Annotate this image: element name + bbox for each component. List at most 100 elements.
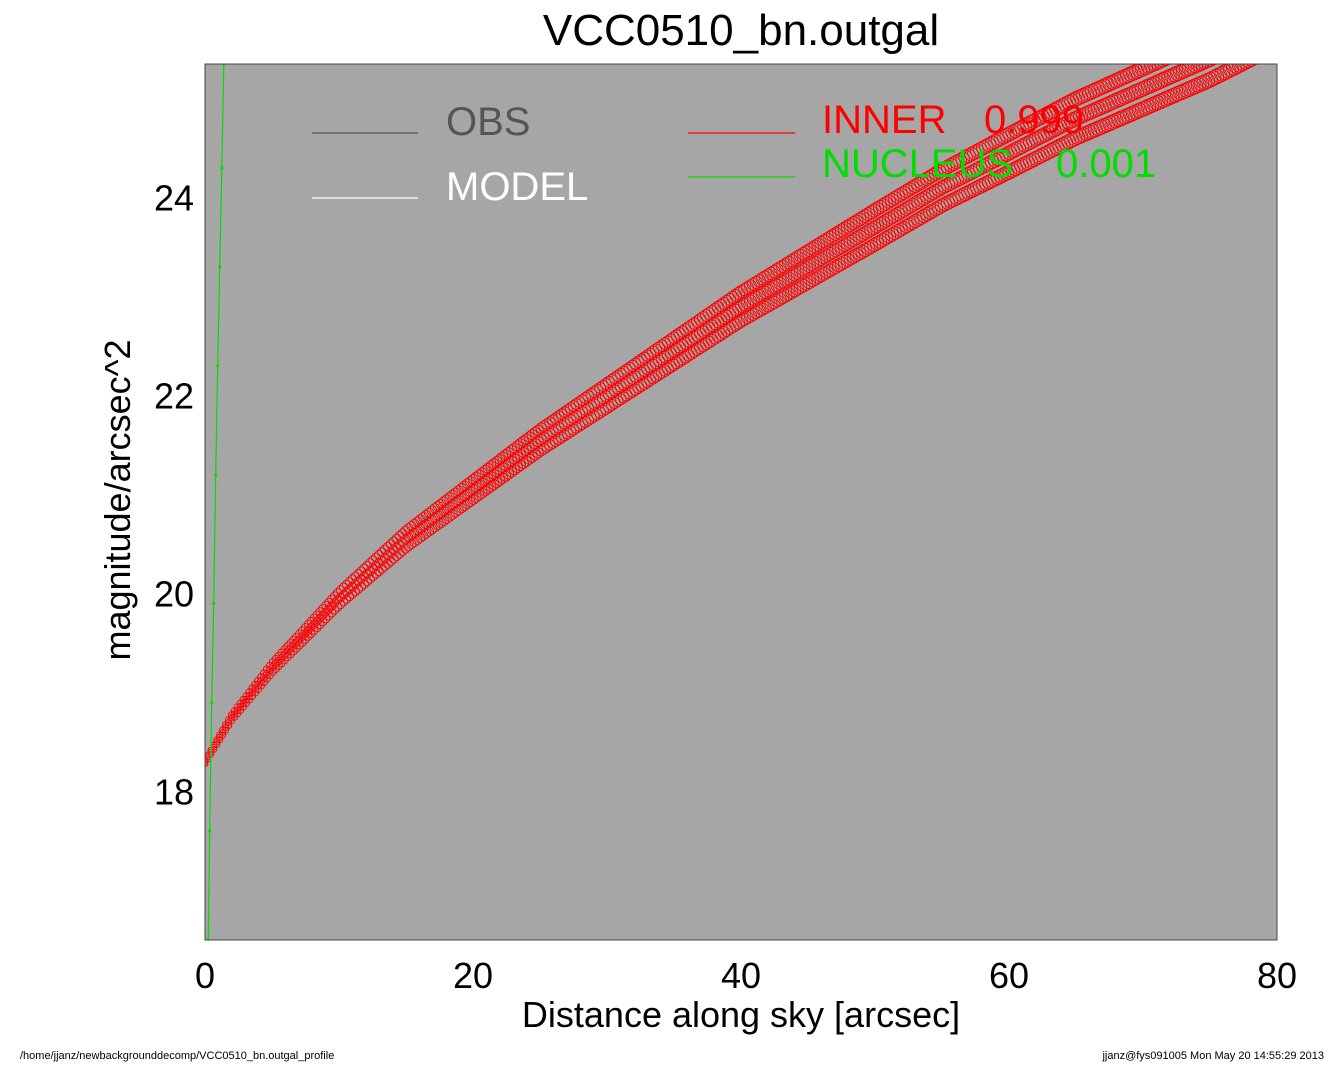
inner-point: [600, 390, 612, 403]
nucleus-point: [210, 700, 214, 705]
inner-point: [594, 394, 606, 407]
inner-point: [564, 425, 577, 438]
inner-point: [1187, 64, 1204, 74]
inner-point: [526, 451, 538, 463]
inner-point: [1196, 64, 1212, 70]
inner-point: [283, 642, 292, 651]
inner-point: [608, 371, 621, 384]
inner-point: [353, 584, 364, 594]
inner-point: [614, 380, 627, 393]
inner-point: [1250, 64, 1259, 66]
inner-point: [277, 648, 286, 657]
inner-point: [605, 386, 618, 399]
inner-point: [368, 571, 378, 582]
inner-point: [300, 623, 310, 632]
inner-point: [591, 408, 603, 421]
x-tick-label: 60: [989, 955, 1029, 996]
inner-point: [335, 585, 346, 595]
inner-point: [570, 422, 583, 434]
inner-point: [277, 653, 286, 662]
inner-point: [1241, 64, 1256, 69]
inner-point: [561, 427, 574, 440]
inner-point: [547, 437, 559, 449]
inner-point: [652, 354, 666, 368]
inner-point: [306, 622, 316, 632]
inner-point: [286, 649, 295, 659]
inner-point: [295, 640, 304, 650]
inner-point: [485, 470, 497, 482]
inner-point: [511, 462, 524, 474]
inner-point: [297, 626, 307, 636]
inner-point: [338, 597, 349, 607]
inner-point: [382, 558, 393, 569]
inner-point: [644, 374, 657, 387]
inner-point: [647, 372, 660, 385]
inner-point: [594, 406, 606, 419]
inner-point: [1181, 64, 1198, 76]
inner-point: [485, 481, 497, 493]
inner-point: [371, 568, 381, 579]
inner-point: [500, 460, 512, 471]
inner-point: [283, 647, 292, 656]
inner-point: [277, 658, 286, 668]
inner-point: [356, 581, 366, 592]
inner-point: [312, 616, 322, 626]
inner-point: [289, 641, 298, 650]
inner-point: [362, 576, 372, 587]
inner-point: [629, 357, 642, 370]
inner-point: [292, 632, 301, 642]
inner-point: [482, 483, 494, 495]
inner-point: [295, 635, 304, 644]
inner-point: [632, 368, 645, 381]
inner-point: [603, 401, 615, 413]
inner-point: [283, 652, 292, 662]
nucleus-point: [220, 166, 224, 170]
inner-point: [603, 375, 615, 388]
legend-label: OBS: [446, 100, 530, 144]
inner-point: [541, 441, 553, 453]
inner-point: [335, 599, 346, 609]
inner-point: [274, 656, 283, 666]
inner-point: [374, 566, 384, 577]
inner-point: [623, 361, 636, 374]
inner-point: [664, 360, 677, 373]
inner-point: [491, 477, 503, 488]
x-tick-label: 0: [195, 955, 215, 996]
inner-point: [579, 416, 592, 428]
inner-point: [635, 379, 648, 392]
footer-path: /home/jjanz/newbackgrounddecomp/VCC0510_…: [20, 1050, 335, 1062]
inner-point: [523, 453, 535, 465]
inner-point: [327, 608, 337, 618]
inner-point: [377, 563, 387, 574]
inner-point: [280, 655, 289, 665]
inner-point: [309, 626, 319, 635]
inner-point: [506, 466, 518, 478]
inner-point: [1245, 64, 1258, 67]
inner-point: [303, 632, 313, 641]
inner-point: [315, 620, 325, 630]
y-axis: 18 20 22 24: [154, 178, 194, 813]
inner-point: [1175, 64, 1192, 79]
inner-point: [297, 632, 307, 641]
inner-point: [517, 457, 529, 469]
inner-point: [1238, 64, 1254, 70]
inner-point: [1178, 64, 1195, 78]
legend-label: MODEL: [446, 165, 588, 209]
inner-point: [497, 472, 509, 484]
inner-point: [629, 370, 642, 383]
nucleus-point: [218, 265, 222, 269]
inner-point: [1156, 64, 1170, 68]
y-tick-label: 24: [154, 178, 194, 219]
inner-point: [324, 611, 334, 621]
inner-point: [318, 604, 328, 614]
inner-point: [644, 360, 657, 373]
nucleus-point: [214, 473, 218, 477]
inner-point: [670, 356, 683, 370]
inner-point: [271, 659, 280, 669]
inner-point: [632, 381, 645, 394]
y-tick-label: 18: [154, 772, 194, 813]
inner-point: [582, 414, 595, 427]
inner-point: [289, 646, 298, 656]
inner-point: [626, 372, 639, 385]
inner-point: [626, 359, 639, 372]
